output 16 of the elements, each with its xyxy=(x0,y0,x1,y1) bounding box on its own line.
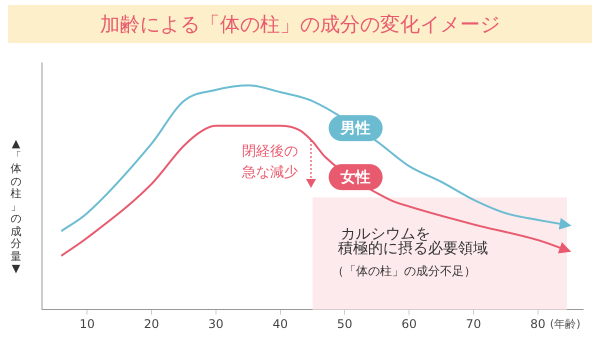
x-tick-label: 20 xyxy=(144,316,160,331)
x-tick-label: 30 xyxy=(208,316,224,331)
x-tick-label: 50 xyxy=(337,316,352,331)
chart-title: 加齢による「体の柱」の成分の変化イメージ xyxy=(8,5,592,43)
x-tick-label: 60 xyxy=(401,316,417,331)
annotation: （「体の柱」の成分不足） xyxy=(332,264,476,278)
x-axis-title: (年齢) xyxy=(550,317,581,330)
series-label: 男性 xyxy=(340,119,371,138)
x-tick-label: 40 xyxy=(272,316,288,331)
legend-label: 女性 xyxy=(340,168,371,186)
text: ▲「体の柱」の成分量▼ xyxy=(10,137,22,275)
x-tick-label: 80 xyxy=(530,316,546,331)
x-tick-label: 10 xyxy=(79,316,95,331)
annotation: 急な減少 xyxy=(241,164,298,181)
x-tick-label: 70 xyxy=(466,316,482,331)
annotation: 閉経後の xyxy=(242,144,298,160)
